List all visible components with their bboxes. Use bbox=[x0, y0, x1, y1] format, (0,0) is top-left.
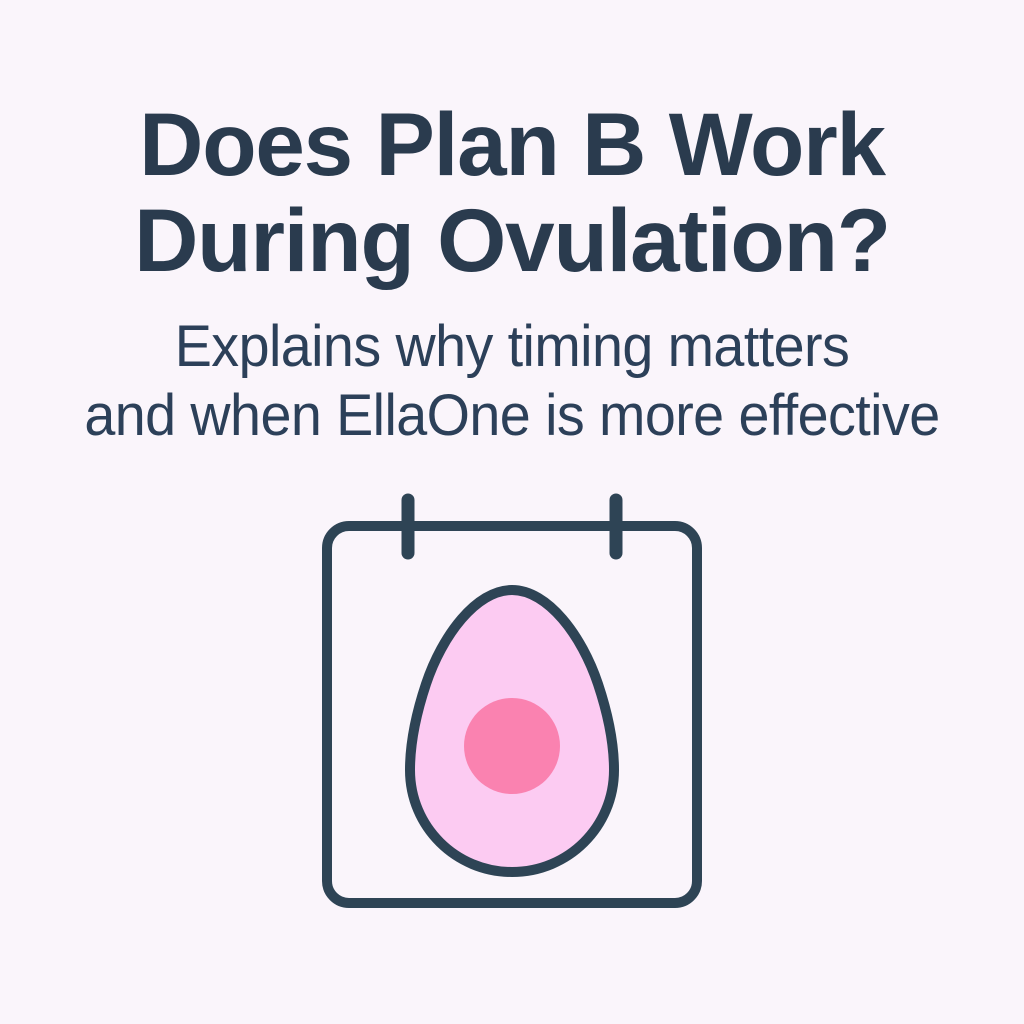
page-title: Does Plan B Work During Ovulation? bbox=[0, 96, 1024, 288]
headline-line-2: During Ovulation? bbox=[134, 190, 891, 290]
subhead-line-1: Explains why timing matters bbox=[174, 314, 850, 379]
subhead-text: Explains why timing matters and when Ell… bbox=[20, 312, 1003, 450]
page-subtitle: Explains why timing matters and when Ell… bbox=[0, 312, 1024, 450]
ovulation-calendar-icon bbox=[322, 493, 702, 908]
headline-line-1: Does Plan B Work bbox=[139, 94, 886, 194]
illustration-container bbox=[0, 478, 1024, 918]
headline-text: Does Plan B Work During Ovulation? bbox=[0, 96, 1024, 288]
ovum-nucleus-icon bbox=[464, 698, 560, 794]
subhead-line-2: and when EllaOne is more effective bbox=[84, 383, 940, 448]
